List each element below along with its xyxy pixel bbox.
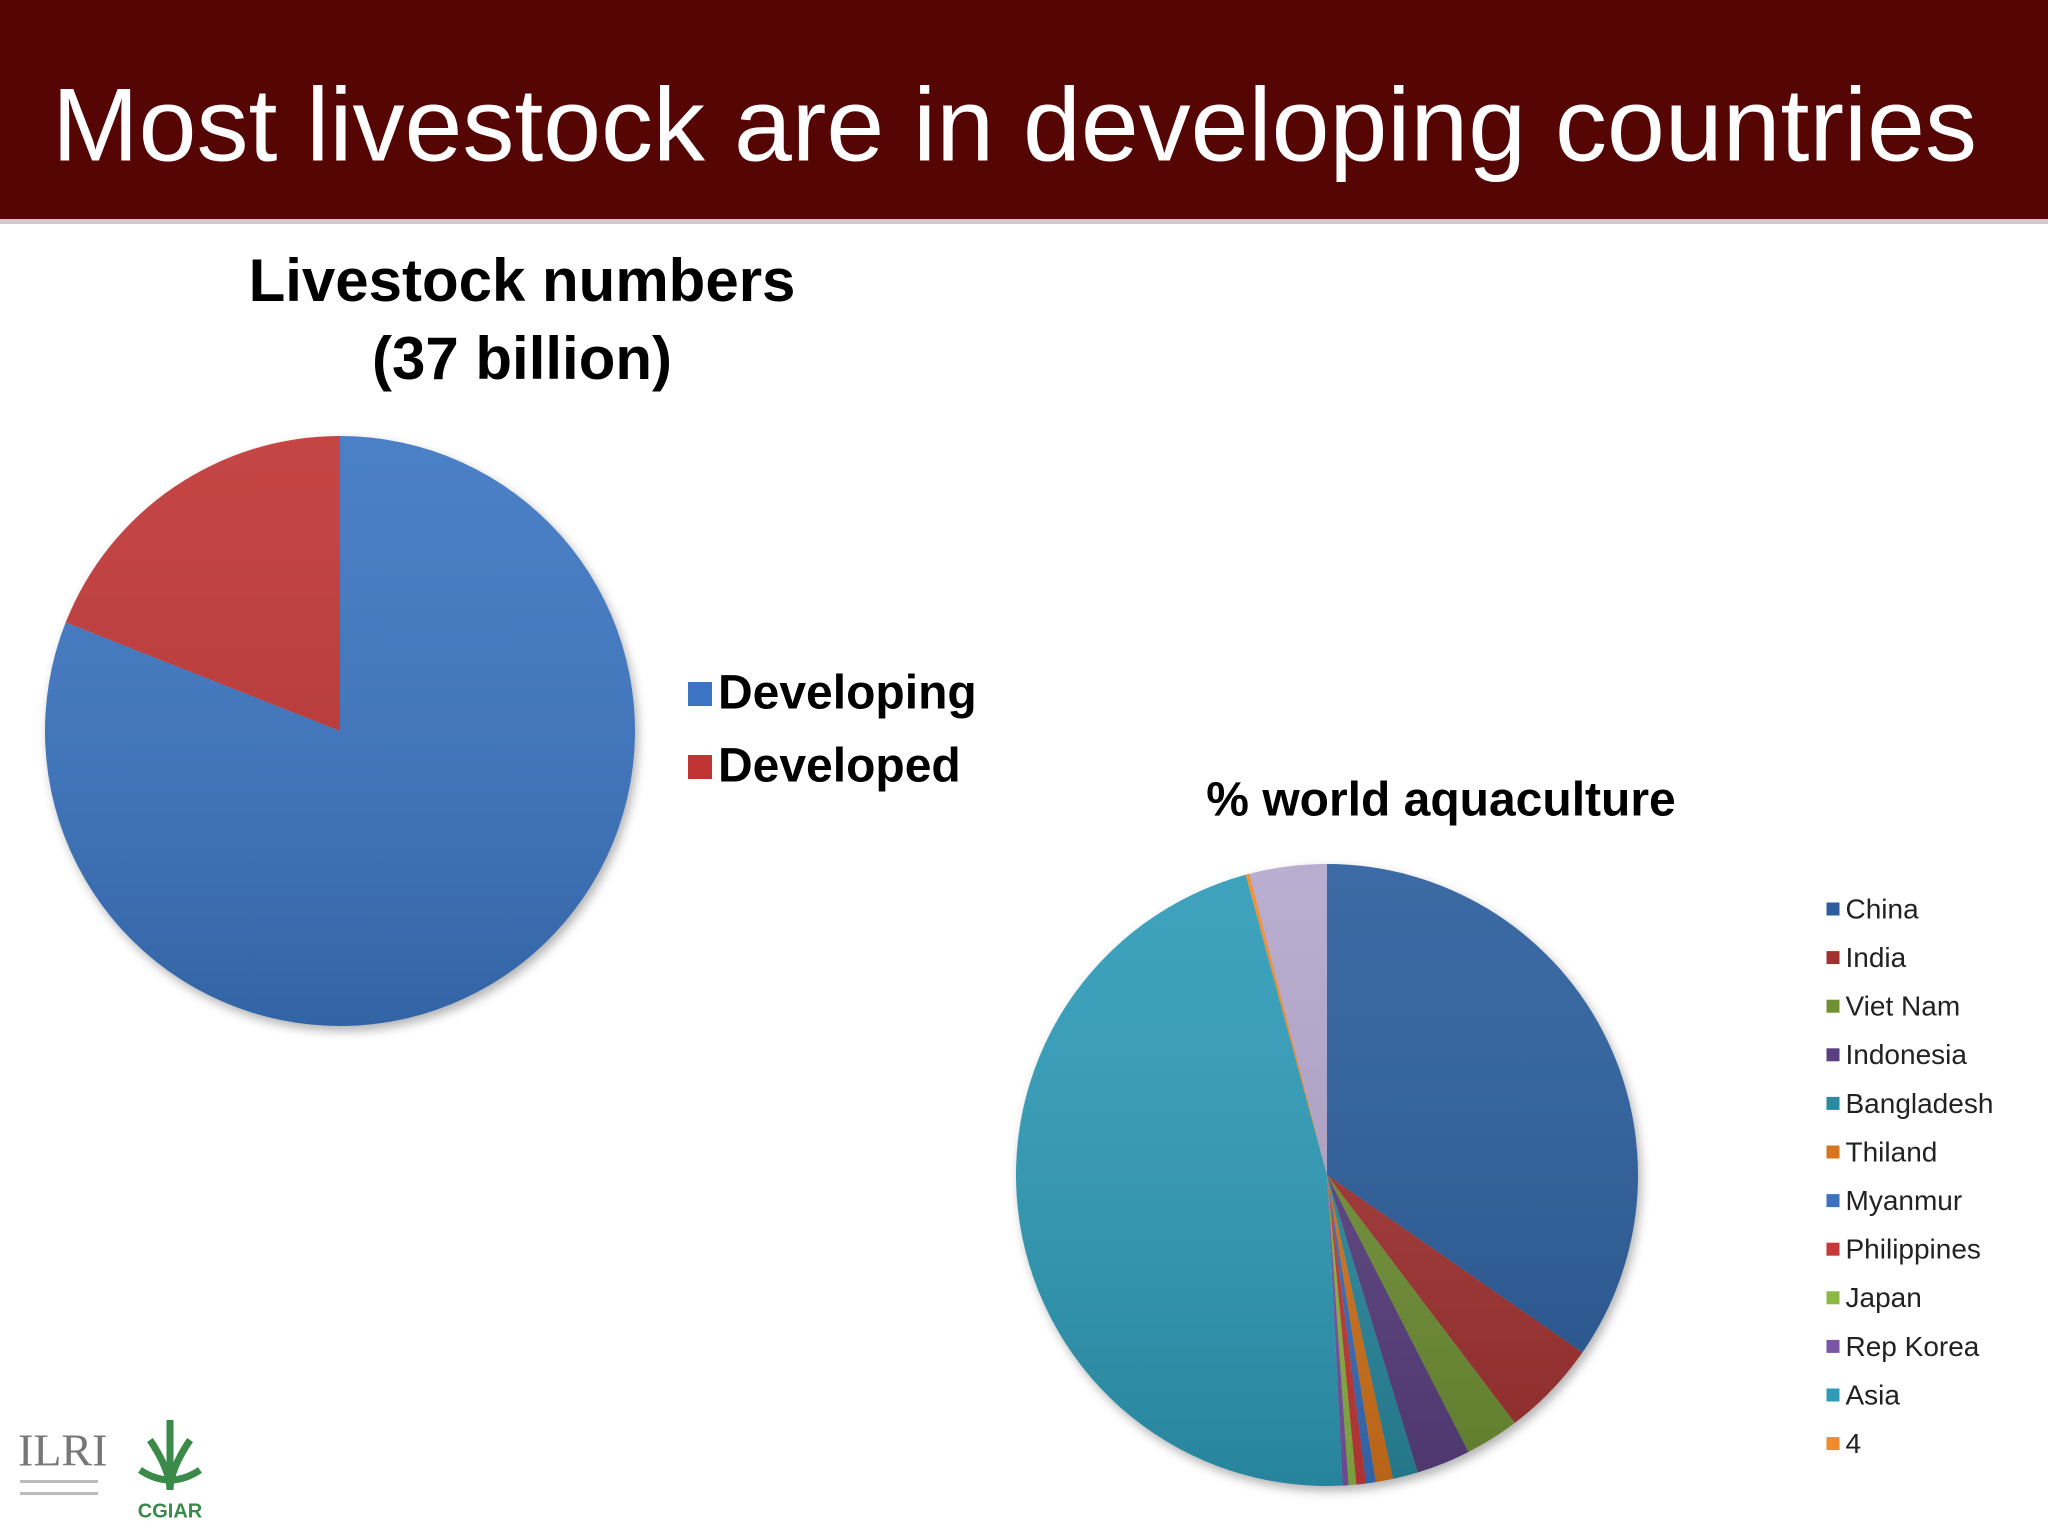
legend-label: Viet Nam — [1846, 991, 1961, 1022]
legend-marker — [1826, 1388, 1840, 1402]
logo-cgiar: CGIAR — [138, 1500, 203, 1522]
legend-label: India — [1846, 942, 1907, 973]
chart-title: % world aquaculture — [1206, 774, 1675, 827]
legend-marker — [1826, 1048, 1840, 1062]
pie-shade — [1016, 864, 1638, 1486]
logo-line — [20, 1480, 98, 1483]
legend-label: Philippines — [1846, 1234, 1981, 1265]
chart-title: (37 billion) — [372, 325, 672, 392]
legend-marker — [1826, 1339, 1840, 1353]
legend-marker — [688, 682, 712, 706]
legend-marker — [1826, 1145, 1840, 1159]
legend-label: Indonesia — [1846, 1039, 1968, 1070]
legend-label: Asia — [1846, 1379, 1901, 1410]
logo-icon — [138, 1420, 202, 1491]
legend-label: Japan — [1846, 1282, 1922, 1313]
legend-label: China — [1846, 893, 1920, 924]
legend-marker — [1826, 951, 1840, 965]
legend-marker — [688, 755, 712, 779]
logo-line — [20, 1492, 98, 1495]
pie-shade — [45, 436, 635, 1026]
header-bar — [0, 0, 2048, 219]
legend-label: Thiland — [1846, 1136, 1938, 1167]
chart-title: Livestock numbers — [249, 247, 796, 314]
legend-label: Developed — [718, 740, 961, 793]
legend-marker — [1826, 1194, 1840, 1208]
header-shadow — [0, 219, 2048, 224]
legend-label: Rep Korea — [1846, 1331, 1980, 1362]
legend-marker — [1826, 1242, 1840, 1256]
legend-marker — [1826, 1291, 1840, 1305]
legend-label: Developing — [718, 667, 977, 720]
logo-ilri: ILRI — [18, 1425, 107, 1476]
legend-marker — [1826, 1096, 1840, 1110]
legend-label: Bangladesh — [1846, 1088, 1994, 1119]
legend-marker — [1826, 999, 1840, 1013]
legend-label: 4 — [1846, 1428, 1862, 1459]
chart-aquaculture: % world aquaculture China India Viet Nam Ind… — [1015, 774, 1994, 1486]
slide-title: Most livestock are in developing countri… — [52, 67, 1977, 183]
legend-marker — [1826, 902, 1840, 916]
chart-livestock: Livestock numbers (37 billion) Developing D… — [44, 247, 977, 1026]
legend-label: Myanmur — [1846, 1185, 1963, 1216]
legend-marker — [1826, 1437, 1840, 1451]
